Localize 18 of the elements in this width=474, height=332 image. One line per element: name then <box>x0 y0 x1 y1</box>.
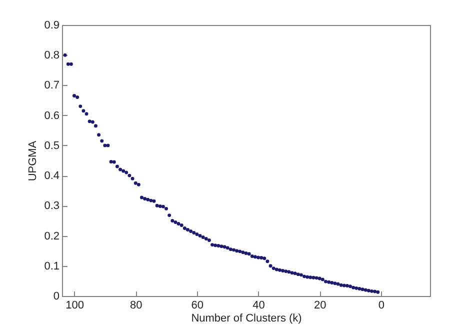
x-tick-label: 0 <box>378 300 384 312</box>
y-tick-label: 0.5 <box>44 140 60 152</box>
x-tick-label: 100 <box>66 300 84 312</box>
x-axis-title: Number of Clusters (k) <box>191 312 302 324</box>
y-tick-label: 0.2 <box>44 230 60 242</box>
y-tick-label: 0.6 <box>44 110 60 122</box>
y-tick-label: 0.4 <box>44 170 60 182</box>
x-tick-label: 40 <box>252 300 265 312</box>
x-tick-label: 60 <box>191 300 204 312</box>
y-tick-label: 0.8 <box>44 50 60 62</box>
x-tick-label: 80 <box>130 300 142 312</box>
y-axis-title: UPGMA <box>27 140 40 182</box>
y-tick-label: 0.3 <box>44 200 60 212</box>
y-tick-label: 0 <box>53 290 60 302</box>
y-tick-label: 0.7 <box>44 80 60 92</box>
x-tick-label: 20 <box>314 300 326 312</box>
y-tick-label: 0.1 <box>44 260 60 272</box>
y-tick-label: 0.9 <box>44 20 60 32</box>
